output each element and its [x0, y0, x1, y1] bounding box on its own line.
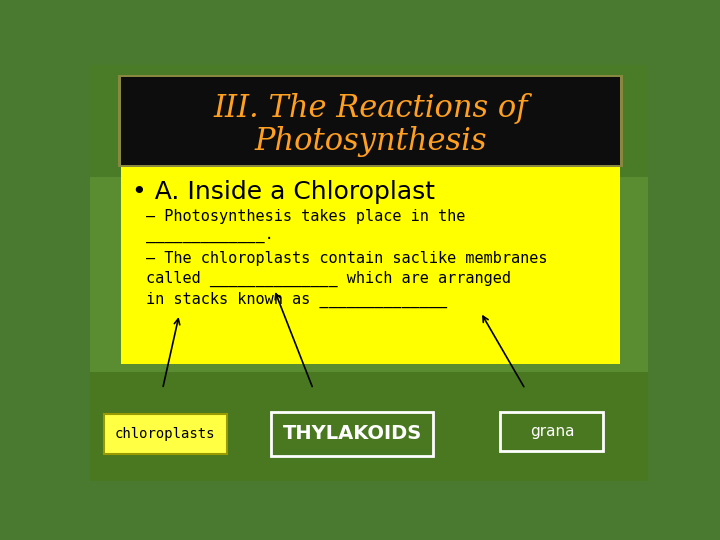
- Text: grana: grana: [530, 424, 575, 439]
- Bar: [90, 373, 648, 481]
- Text: _____________.: _____________.: [145, 228, 274, 243]
- Text: Photosynthesis: Photosynthesis: [254, 126, 487, 157]
- FancyBboxPatch shape: [118, 75, 623, 167]
- Text: III. The Reactions of: III. The Reactions of: [213, 93, 528, 124]
- Text: in stacks known as ______________: in stacks known as ______________: [145, 292, 447, 308]
- Text: – The chloroplasts contain saclike membranes: – The chloroplasts contain saclike membr…: [145, 251, 547, 266]
- Text: • A. Inside a Chloroplast: • A. Inside a Chloroplast: [132, 180, 435, 204]
- Bar: [90, 177, 648, 373]
- FancyBboxPatch shape: [104, 414, 227, 454]
- Text: THYLAKOIDS: THYLAKOIDS: [283, 424, 422, 443]
- FancyBboxPatch shape: [121, 77, 620, 165]
- Text: – Photosynthesis takes place in the: – Photosynthesis takes place in the: [145, 209, 465, 224]
- Text: chloroplasts: chloroplasts: [115, 427, 215, 441]
- Bar: [90, 65, 648, 177]
- FancyBboxPatch shape: [121, 167, 620, 364]
- Text: called ______________ which are arranged: called ______________ which are arranged: [145, 271, 510, 287]
